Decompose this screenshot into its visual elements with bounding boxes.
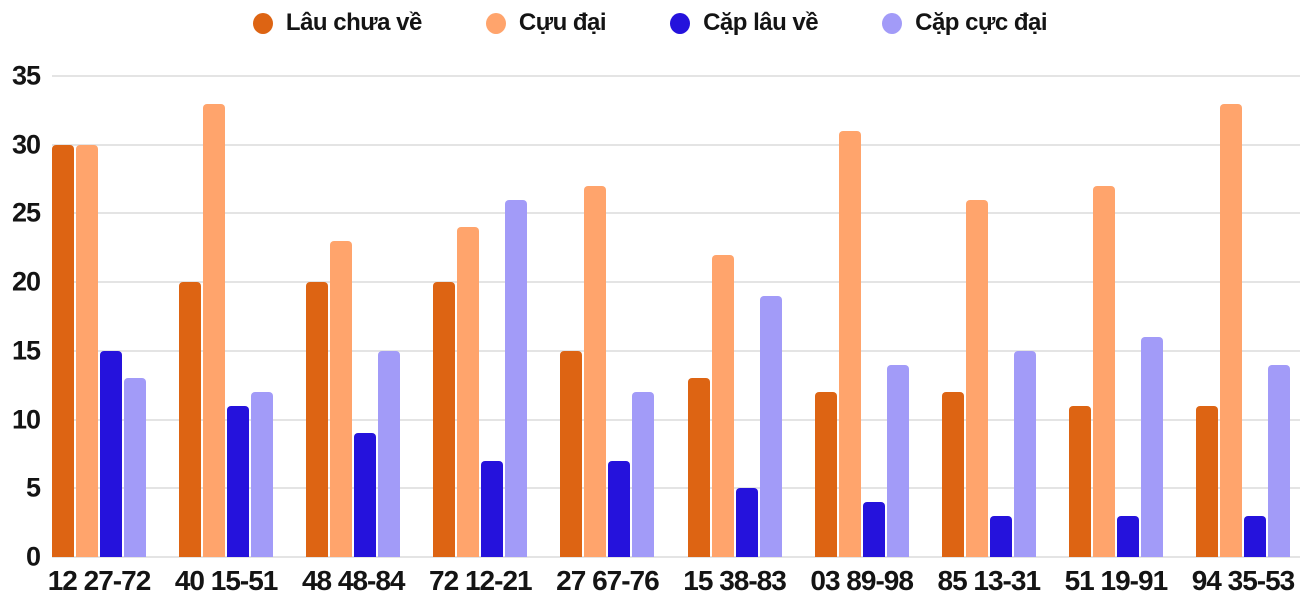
y-axis: 0 5 10 15 20 25 30 35	[0, 62, 41, 570]
bar-4-series-1[interactable]	[433, 282, 456, 557]
bar-10-series-2[interactable]	[1219, 103, 1242, 557]
gridline-y35	[52, 75, 1300, 77]
bar-4-series-4[interactable]	[505, 199, 528, 557]
bar-4-series-2[interactable]	[457, 227, 480, 557]
x-tick-label-6: 15 38-83	[683, 565, 787, 596]
bar-2-series-2[interactable]	[203, 103, 226, 557]
legend-swatch-icon	[252, 12, 273, 34]
legend-item-2[interactable]: Cựu đại	[485, 9, 607, 37]
bar-9-series-3[interactable]	[1116, 515, 1139, 557]
bar-5-series-4[interactable]	[632, 392, 655, 557]
x-tick-label-10: 94 35-53	[1191, 565, 1296, 596]
bar-9-series-4[interactable]	[1140, 337, 1163, 557]
x-tick-label-1: 12 27-72	[47, 565, 152, 596]
legend-item-3[interactable]: Cặp lâu về	[670, 9, 819, 37]
legend-label: Cặp lâu về	[703, 9, 819, 36]
bar-6-series-4[interactable]	[759, 295, 782, 557]
y-tick-label-30: 30	[11, 129, 41, 160]
y-tick-label-5: 5	[25, 472, 41, 503]
bar-4-series-3[interactable]	[481, 460, 504, 557]
legend-item-4[interactable]: Cặp cực đại	[882, 9, 1048, 37]
x-tick-label-5: 27 67-76	[556, 565, 660, 596]
bar-6-series-2[interactable]	[711, 254, 734, 557]
y-tick-label-25: 25	[11, 197, 41, 228]
legend-item-1[interactable]: Lâu chưa về	[252, 9, 422, 37]
bar-group-8: 85 13-31	[937, 76, 1041, 595]
legend-swatch-icon	[485, 12, 506, 34]
bar-groups: 12 27-72 40 15-51 48 48-84 72 12-21 27 67-76…	[48, 76, 1295, 595]
gridline-y25	[52, 212, 1300, 215]
bar-10-series-4[interactable]	[1267, 364, 1290, 557]
legend-label: Cựu đại	[518, 9, 607, 36]
bar-3-series-2[interactable]	[330, 240, 353, 557]
gridline-y10	[52, 418, 1300, 421]
bar-2-series-4[interactable]	[251, 392, 274, 557]
bar-5-series-2[interactable]	[584, 185, 607, 557]
gridline-y20	[52, 281, 1300, 284]
bar-group-5: 27 67-76	[556, 76, 660, 595]
x-tick-label-9: 51 19-91	[1064, 565, 1169, 596]
bar-5-series-3[interactable]	[608, 460, 631, 557]
legend-swatch-icon	[882, 12, 903, 34]
y-tick-label-15: 15	[11, 335, 41, 366]
bar-2-series-1[interactable]	[179, 282, 202, 557]
y-tick-label-0: 0	[25, 541, 41, 572]
bar-6-series-1[interactable]	[687, 378, 710, 557]
bar-group-6: 15 38-83	[683, 76, 787, 595]
bar-10-series-3[interactable]	[1243, 515, 1266, 557]
bar-6-series-3[interactable]	[735, 488, 758, 557]
bar-2-series-3[interactable]	[227, 405, 250, 557]
gridline-y15	[52, 349, 1300, 352]
bar-1-series-3[interactable]	[100, 350, 122, 557]
bar-group-2: 40 15-51	[175, 76, 278, 595]
bar-7-series-1[interactable]	[814, 392, 837, 557]
bar-5-series-1[interactable]	[560, 350, 583, 557]
x-tick-label-8: 85 13-31	[937, 565, 1041, 596]
bar-8-series-2[interactable]	[965, 199, 988, 557]
x-tick-label-7: 03 89-98	[810, 565, 914, 596]
y-tick-label-10: 10	[11, 404, 41, 435]
bar-group-4: 72 12-21	[429, 76, 533, 595]
bar-9-series-2[interactable]	[1092, 185, 1115, 557]
bar-group-9: 51 19-91	[1065, 76, 1168, 595]
plot-area: 12 27-72 40 15-51 48 48-84 72 12-21 27 67-76…	[48, 75, 1300, 595]
y-tick-label-35: 35	[11, 60, 41, 91]
gridline-y5	[52, 487, 1300, 490]
x-tick-label-4: 72 12-21	[429, 565, 533, 596]
bar-7-series-4[interactable]	[886, 364, 909, 557]
gridline-y30	[52, 143, 1300, 146]
y-tick-label-20: 20	[11, 266, 41, 297]
bar-9-series-1[interactable]	[1068, 405, 1091, 557]
chart-legend: Lâu chưa về Cựu đại Cặp lâu về Cặp cực đại	[0, 9, 1300, 37]
bar-1-series-1[interactable]	[52, 144, 74, 557]
gridline-y0	[52, 556, 1300, 558]
bar-group-7: 03 89-98	[810, 76, 914, 595]
bar-group-10: 94 35-53	[1192, 76, 1295, 595]
bar-8-series-1[interactable]	[941, 392, 964, 557]
bar-1-series-4[interactable]	[124, 378, 146, 557]
bar-10-series-1[interactable]	[1195, 405, 1218, 557]
bar-8-series-4[interactable]	[1013, 350, 1036, 557]
legend-label: Cặp cực đại	[915, 9, 1048, 36]
legend-swatch-icon	[670, 12, 691, 34]
legend-label: Lâu chưa về	[285, 9, 422, 36]
bar-3-series-1[interactable]	[306, 282, 329, 557]
x-tick-label-3: 48 48-84	[301, 565, 406, 596]
x-tick-label-2: 40 15-51	[174, 565, 279, 596]
bar-group-3: 48 48-84	[302, 76, 405, 595]
bar-3-series-4[interactable]	[378, 350, 401, 557]
bar-7-series-3[interactable]	[862, 502, 885, 557]
bar-3-series-3[interactable]	[354, 433, 377, 557]
bar-1-series-2[interactable]	[76, 144, 98, 557]
bar-8-series-3[interactable]	[989, 515, 1012, 557]
bar-7-series-2[interactable]	[838, 130, 861, 557]
bar-group-1: 12 27-72	[48, 76, 151, 595]
